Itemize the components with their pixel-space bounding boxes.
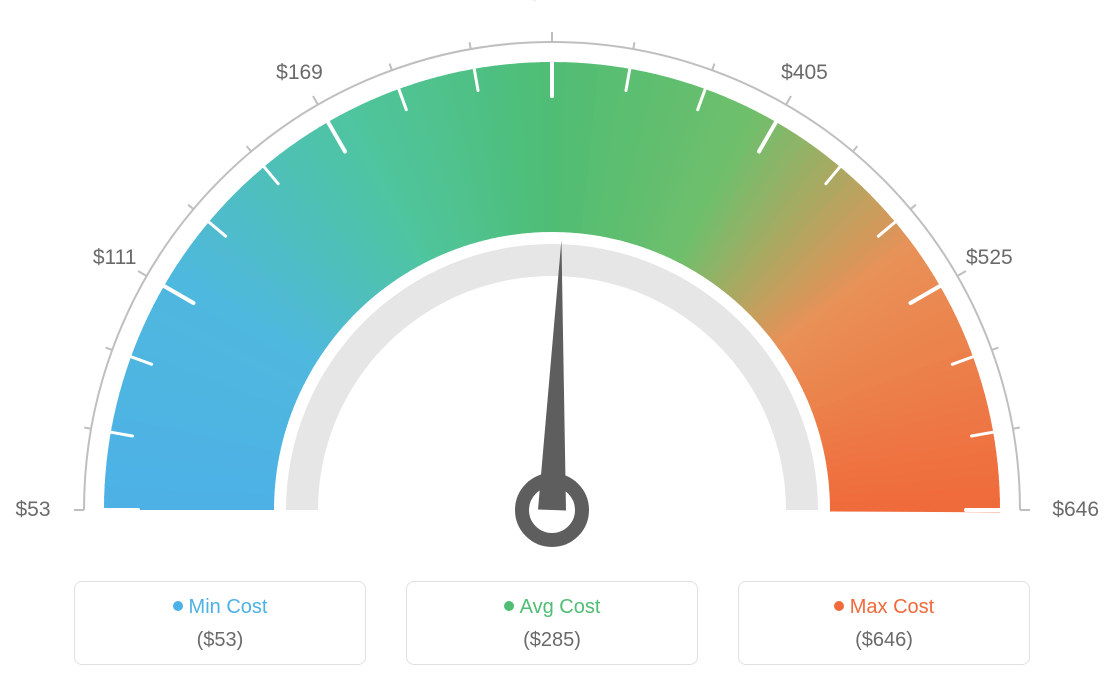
- gauge-scale-label: $169: [276, 61, 323, 85]
- gauge-needle: [538, 240, 566, 510]
- legend-label-min: Min Cost: [189, 596, 268, 618]
- legend-title-avg: Avg Cost: [407, 596, 697, 619]
- legend-label-max: Max Cost: [850, 596, 934, 618]
- legend-box-avg: Avg Cost ($285): [406, 581, 698, 665]
- legend-value-max: ($646): [739, 629, 1029, 652]
- gauge-scale-label: $53: [15, 498, 50, 522]
- legend-label-avg: Avg Cost: [520, 596, 601, 618]
- gauge-svg: [0, 0, 1104, 560]
- gauge-scale-label: $285: [529, 0, 576, 5]
- cost-gauge: $53 $111 $169 $285 $405 $525 $646: [0, 0, 1104, 560]
- legend-box-min: Min Cost ($53): [74, 581, 366, 665]
- legend-dot-min: [173, 601, 183, 611]
- legend-value-min: ($53): [75, 629, 365, 652]
- gauge-scale-label: $525: [966, 246, 1013, 270]
- gauge-scale-label: $646: [1052, 498, 1099, 522]
- legend-title-max: Max Cost: [739, 596, 1029, 619]
- gauge-scale-label: $111: [93, 246, 137, 270]
- legend-dot-max: [834, 601, 844, 611]
- legend-row: Min Cost ($53) Avg Cost ($285) Max Cost …: [0, 581, 1104, 665]
- gauge-scale-label: $405: [781, 61, 828, 85]
- legend-box-max: Max Cost ($646): [738, 581, 1030, 665]
- legend-value-avg: ($285): [407, 629, 697, 652]
- legend-title-min: Min Cost: [75, 596, 365, 619]
- legend-dot-avg: [504, 601, 514, 611]
